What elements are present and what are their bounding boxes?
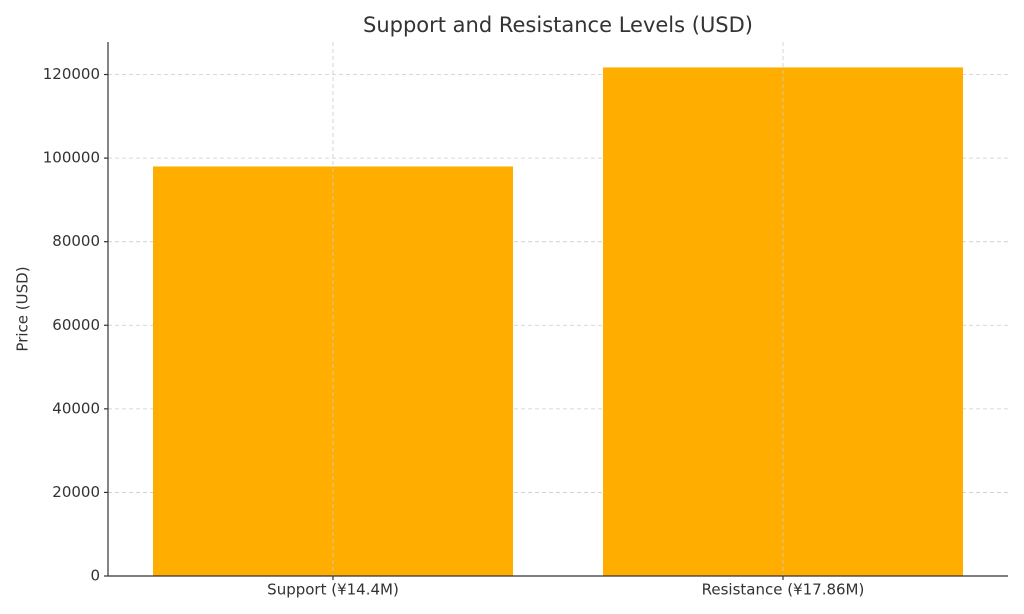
y-tick-label: 80000 bbox=[52, 232, 100, 250]
y-tick-label: 40000 bbox=[52, 399, 100, 417]
y-tick-label: 60000 bbox=[52, 316, 100, 334]
y-axis-label: Price (USD) bbox=[14, 266, 32, 351]
x-tick-label: Resistance (¥17.86M) bbox=[702, 581, 865, 599]
y-tick-label: 0 bbox=[90, 567, 100, 585]
y-tick-label: 20000 bbox=[52, 483, 100, 501]
chart-title: Support and Resistance Levels (USD) bbox=[363, 13, 753, 37]
x-tick-label: Support (¥14.4M) bbox=[267, 581, 399, 599]
y-tick-label: 120000 bbox=[43, 65, 100, 83]
y-tick-label: 100000 bbox=[43, 149, 100, 167]
